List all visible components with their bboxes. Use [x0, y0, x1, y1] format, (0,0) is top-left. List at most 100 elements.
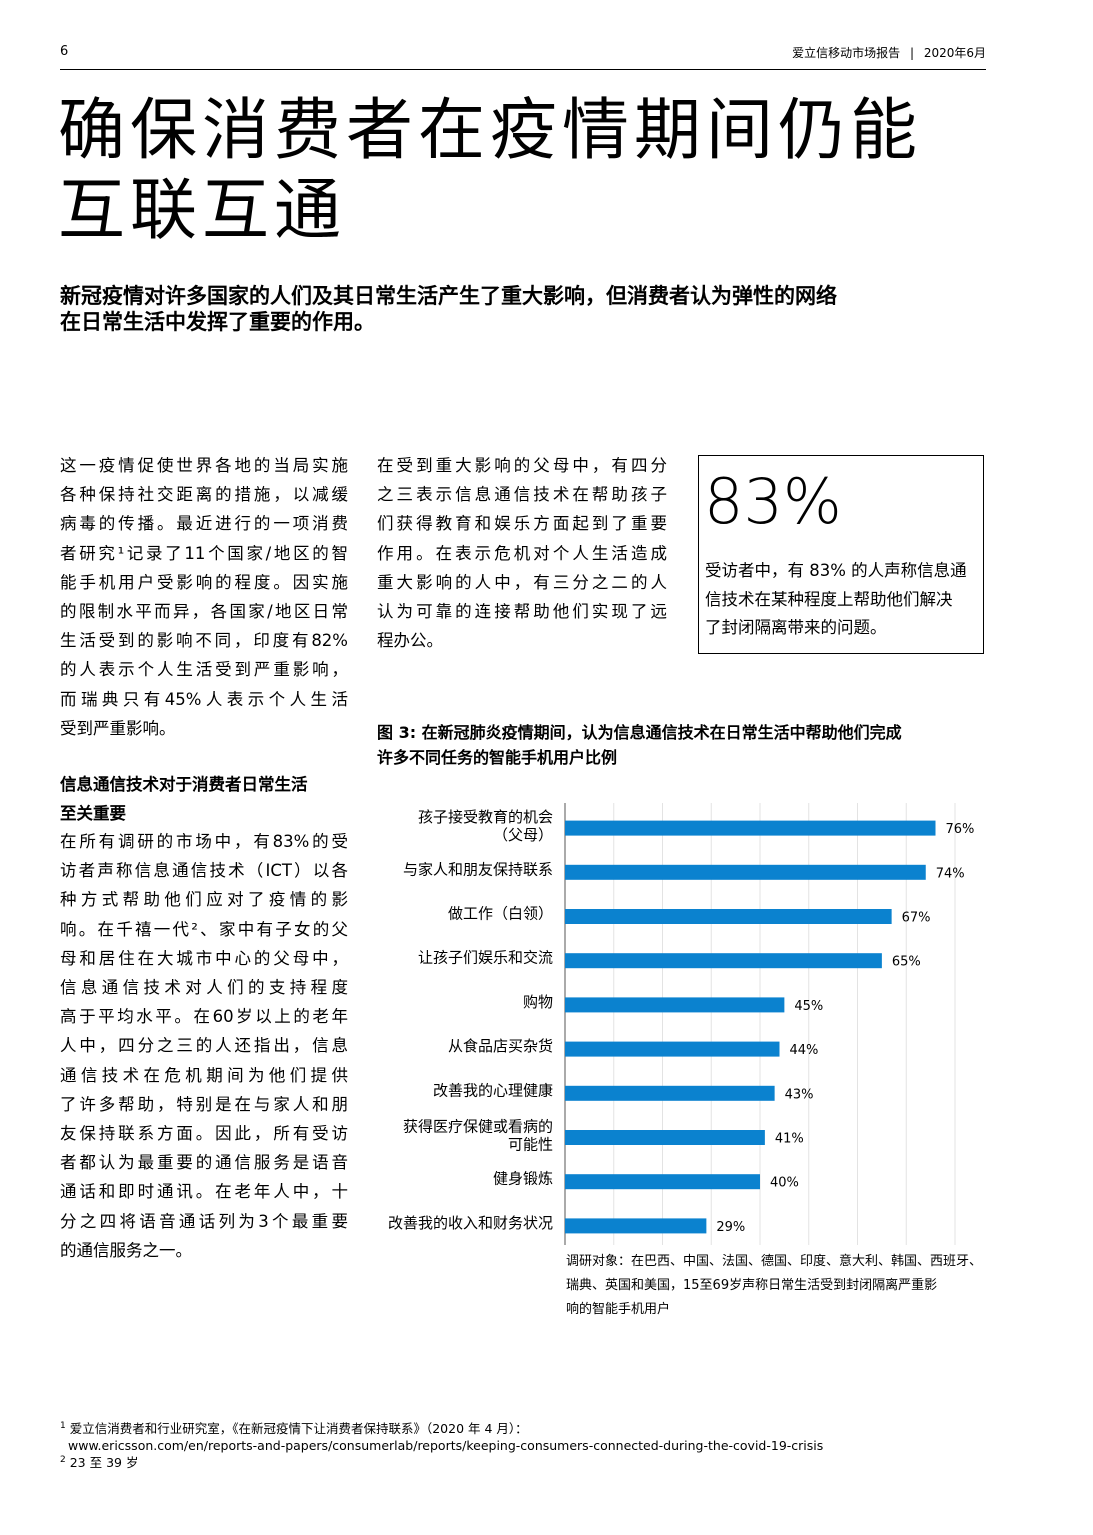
lead-line: 在日常生活中发挥了重要的作用。 — [60, 310, 375, 334]
chart-value-label: 40% — [770, 1176, 799, 1191]
chart-category-label: 健身锻炼 — [493, 1170, 553, 1188]
chart-category-label: 改善我的心理健康 — [433, 1081, 553, 1099]
body-line: 者研究¹记录了11个国家/地区的智 — [60, 543, 348, 563]
chart-bar — [565, 1218, 707, 1234]
body-line: 生活受到的影响不同，印度有82% — [60, 631, 348, 651]
body-line: 重大影响的人中，有三分之二的人 — [377, 572, 667, 592]
footnote-1: 1 爱立信消费者和行业研究室，《在新冠疫情下让消费者保持联系》（2020 年 4… — [60, 1420, 1020, 1437]
header-rule — [60, 69, 986, 70]
section-heading-line: 至关重要 — [60, 804, 126, 823]
bar-chart: 76% 孩子接受教育的机会（父母） 74% 与家人和朋友保持联系 67% 做工作（白领） 6… — [388, 803, 975, 1245]
stat-callout-line: 了封闭隔离带来的问题。 — [705, 618, 887, 637]
body-line: 友保持联系方面。因此，所有受访 — [60, 1124, 348, 1144]
body-line: 分之四将语音通话列为3个最重要 — [60, 1211, 348, 1231]
body-line: 通信技术在危机期间为他们提供 — [60, 1065, 348, 1085]
chart-category-label: 购物 — [523, 993, 553, 1011]
chart-title-line: 许多不同任务的智能手机用户比例 — [377, 748, 618, 767]
body-line: 各种保持社交距离的措施，以减缓 — [60, 485, 348, 505]
body-line: 通话和即时通讯。在老年人中，十 — [60, 1182, 348, 1202]
body-line: 响。在千禧一代²、家中有子女的父 — [60, 919, 348, 939]
chart-bar — [565, 1041, 780, 1057]
chart-title-line: 图 3: 在新冠肺炎疫情期间，认为信息通信技术在日常生活中帮助他们完成 — [377, 723, 902, 742]
chart-value-label: 67% — [902, 911, 931, 926]
body-column-1-section: 在所有调研的市场中，有83%的受 访者声称信息通信技术（ICT）以各 种方式帮助… — [60, 827, 348, 1265]
body-line: 能手机用户受影响的程度。因实施 — [60, 572, 348, 592]
chart-value-label: 41% — [775, 1132, 804, 1147]
body-line: 母和居住在大城市中心的父母中， — [60, 948, 348, 968]
header-separator: | — [909, 46, 914, 60]
body-line: 的限制水平而异，各国家/地区日常 — [60, 602, 348, 622]
chart-value-label: 43% — [785, 1087, 814, 1102]
footnote-mark: 1 — [60, 1421, 66, 1431]
body-line: 们获得教育和娱乐方面起到了重要 — [377, 514, 667, 534]
body-line: 访者声称信息通信技术（ICT）以各 — [60, 861, 348, 881]
stat-callout-line: 信技术在某种程度上帮助他们解决 — [705, 589, 953, 609]
chart-note-line: 瑞典、英国和美国，15至69岁声称日常生活受到封闭隔离严重影 — [566, 1278, 938, 1293]
footnote-text: 爱立信消费者和行业研究室，《在新冠疫情下让消费者保持联系》（2020 年 4 月… — [69, 1421, 528, 1436]
chart-bar — [565, 997, 785, 1013]
body-line: 了许多帮助，特别是在与家人和朋 — [60, 1094, 348, 1114]
chart-category-label: 孩子接受教育的机会 — [418, 808, 553, 826]
body-column-2: 在受到重大影响的父母中，有四分 之三表示信息通信技术在帮助孩子 们获得教育和娱乐… — [377, 451, 667, 655]
body-line: 认为可靠的连接帮助他们实现了远 — [377, 602, 667, 622]
chart-bar — [565, 909, 892, 924]
stat-callout-figure: 83% — [704, 465, 842, 538]
publication-date: 2020年6月 — [923, 46, 986, 60]
chart-value-label: 74% — [936, 866, 965, 881]
chart-value-label: 65% — [892, 955, 921, 970]
body-line: 程办公。 — [377, 631, 443, 651]
chart-value-label: 76% — [946, 822, 975, 837]
publication-name: 爱立信移动市场报告 — [792, 46, 901, 60]
footnote-mark: 2 — [60, 1455, 66, 1465]
body-line: 的人表示个人生活受到严重影响， — [60, 660, 348, 680]
chart-bar — [565, 820, 936, 836]
section-heading: 信息通信技术对于消费者日常生活 至关重要 — [60, 770, 348, 828]
chart-value-label: 44% — [790, 1043, 819, 1058]
chart-source-note: 调研对象：在巴西、中国、法国、德国、印度、意大利、韩国、西班牙、 瑞典、英国和美… — [566, 1250, 991, 1322]
chart-category-label: 改善我的收入和财务状况 — [388, 1214, 553, 1232]
stat-callout-line: 受访者中，有 83% 的人声称信息通 — [705, 561, 967, 580]
lead-paragraph: 新冠疫情对许多国家的人们及其日常生活产生了重大影响，但消费者认为弹性的网络 在日… — [60, 283, 990, 335]
body-line: 这一疫情促使世界各地的当局实施 — [60, 456, 348, 475]
body-line: 种方式帮助他们应对了疫情的影 — [60, 890, 348, 910]
body-column-1-intro: 这一疫情促使世界各地的当局实施 各种保持社交距离的措施，以减缓 病毒的传播。最近… — [60, 451, 348, 743]
body-line: 在受到重大影响的父母中，有四分 — [377, 456, 667, 475]
stat-callout-box: 83% 受访者中，有 83% 的人声称信息通 信技术在某种程度上帮助他们解决 了… — [698, 455, 984, 654]
chart-note-line: 调研对象：在巴西、中国、法国、德国、印度、意大利、韩国、西班牙、 — [566, 1254, 983, 1269]
page-number: 6 — [60, 44, 69, 59]
body-line: 作用。在表示危机对个人生活造成 — [377, 543, 667, 563]
section-heading-line: 信息通信技术对于消费者日常生活 — [60, 775, 308, 794]
body-line: 受到严重影响。 — [60, 718, 176, 738]
body-line: 在所有调研的市场中，有83%的受 — [60, 832, 348, 851]
chart-bar — [565, 953, 882, 969]
footnote-2: 2 23 至 39 岁 — [60, 1454, 1020, 1471]
body-line: 信息通信技术对人们的支持程度 — [60, 978, 348, 998]
body-line: 人中，四分之三的人还指出，信息 — [60, 1036, 348, 1056]
chart-value-label: 45% — [794, 999, 823, 1014]
footnote-url[interactable]: www.ericsson.com/en/reports-and-papers/c… — [68, 1438, 824, 1453]
body-line: 高于平均水平。在60岁以上的老年 — [60, 1007, 348, 1027]
chart-category-label: 与家人和朋友保持联系 — [403, 860, 553, 878]
chart-category-label: 从食品店买杂货 — [448, 1037, 553, 1055]
body-line: 者都认为最重要的通信服务是语音 — [60, 1153, 348, 1173]
page-title-line: 确保消费者在疫情期间仍能 — [58, 91, 922, 169]
lead-line: 新冠疫情对许多国家的人们及其日常生活产生了重大影响，但消费者认为弹性的网络 — [60, 284, 837, 308]
running-header: 爱立信移动市场报告 | 2020年6月 — [792, 44, 986, 61]
chart-category-label: 做工作（白领） — [448, 905, 553, 923]
body-line: 病毒的传播。最近进行的一项消费 — [60, 514, 348, 534]
chart-category-label: 让孩子们娱乐和交流 — [418, 949, 553, 967]
chart-bar — [565, 864, 926, 880]
body-line: 而瑞典只有45%人表示个人生活 — [60, 689, 348, 709]
page-title: 确保消费者在疫情期间仍能 互联互通 — [58, 90, 988, 250]
chart-category-label: 可能性 — [508, 1136, 553, 1154]
chart-category-label: 获得医疗保健或看病的 — [403, 1118, 553, 1136]
body-line: 的通信服务之一。 — [60, 1240, 192, 1260]
page-title-line: 互联互通 — [58, 171, 346, 249]
stat-callout-text: 受访者中，有 83% 的人声称信息通 信技术在某种程度上帮助他们解决 了封闭隔离… — [705, 557, 977, 643]
chart-bar — [565, 1130, 765, 1145]
chart-note-line: 响的智能手机用户 — [566, 1302, 671, 1317]
chart-title: 图 3: 在新冠肺炎疫情期间，认为信息通信技术在日常生活中帮助他们完成 许多不同… — [377, 720, 992, 770]
chart-bar — [565, 1085, 775, 1101]
chart-bar — [565, 1174, 760, 1190]
footnotes: 1 爱立信消费者和行业研究室，《在新冠疫情下让消费者保持联系》（2020 年 4… — [60, 1420, 1020, 1471]
